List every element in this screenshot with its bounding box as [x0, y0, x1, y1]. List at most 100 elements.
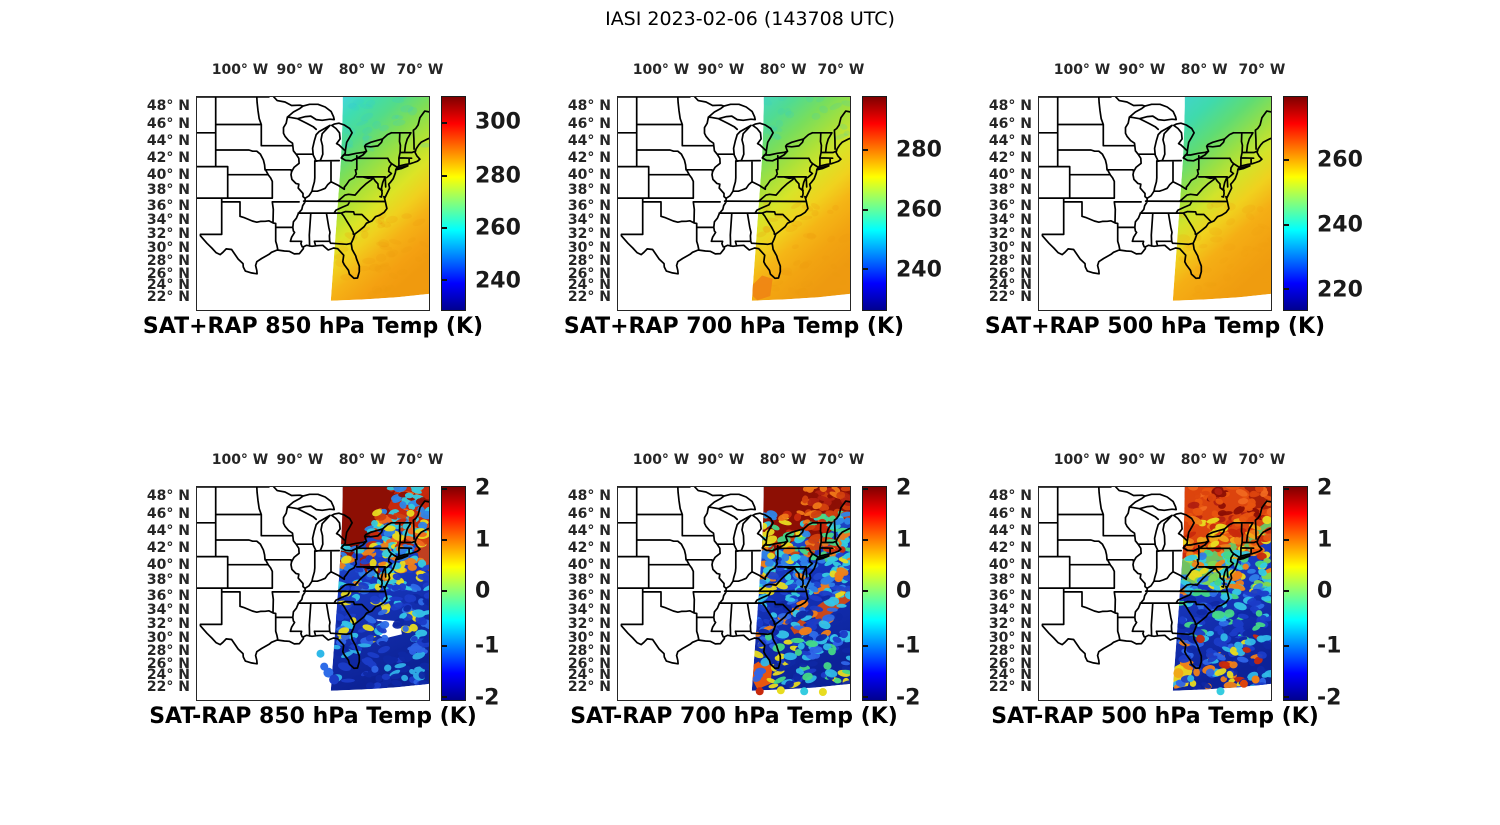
- lon-tick-label: 70° W: [1238, 62, 1286, 78]
- lat-tick-label: 40° N: [567, 166, 611, 183]
- swath-footprint-dot: [1214, 488, 1223, 496]
- swath-footprint-dot: [419, 241, 429, 248]
- swath-footprint-dot: [1219, 257, 1229, 264]
- swath-footprint-dot: [377, 216, 385, 225]
- swath-footprint-dot: [407, 237, 416, 243]
- swath-footprint-dot: [1209, 227, 1223, 236]
- swath-footprint-dot: [389, 239, 402, 245]
- swath-footprint-dot: [391, 679, 403, 687]
- swath-footprint-dot: [823, 662, 832, 670]
- swath-footprint-dot: [1187, 486, 1199, 491]
- swath-footprint-dot: [809, 605, 824, 612]
- map-plot: [617, 96, 851, 311]
- swath-footprint-dot: [836, 603, 847, 608]
- lon-tick-label: 70° W: [817, 452, 865, 468]
- lat-tick-label: 34° N: [988, 212, 1032, 229]
- swath-footprint-dot: [1199, 266, 1212, 273]
- colorbar-tick: [1284, 288, 1289, 291]
- lon-tick-label: 70° W: [396, 62, 444, 78]
- swath-footprint-dot: [785, 618, 793, 624]
- swath-footprint-dot: [1194, 284, 1203, 294]
- swath-footprint-dot: [415, 616, 427, 626]
- swath-footprint-dot: [1267, 237, 1272, 244]
- swath-footprint-dot: [376, 241, 389, 248]
- swath-footprint-dot: [1218, 661, 1231, 669]
- swath-footprint-dot: [1196, 634, 1205, 644]
- lat-tick-label: 38° N: [567, 572, 611, 589]
- swath-footprint-dot: [768, 683, 779, 689]
- swath-footprint-dot: [391, 114, 399, 120]
- swath-footprint-dot: [791, 220, 803, 227]
- swath-footprint-dot: [1196, 609, 1208, 616]
- colorbar-tick-label: 240: [1317, 212, 1363, 238]
- satellite-swath: [330, 486, 430, 691]
- lat-tick-label: 42° N: [567, 150, 611, 167]
- swath-footprint-dot: [361, 230, 369, 239]
- lon-tick-label: 90° W: [697, 452, 745, 468]
- swath-footprint-dot: [394, 115, 404, 120]
- lat-tick-label: 24° N: [988, 667, 1032, 684]
- lat-tick-label: 42° N: [988, 540, 1032, 557]
- swath-footprint-dot: [341, 678, 355, 683]
- swath-footprint-dot: [1256, 665, 1265, 674]
- swath-footprint-dot: [833, 677, 842, 684]
- swath-footprint-dot: [1262, 515, 1272, 525]
- swath-footprint-dot: [1207, 493, 1217, 502]
- panel-title: SAT+RAP 700 hPa Temp (K): [563, 314, 905, 339]
- swath-footprint-dot: [400, 105, 414, 113]
- swath-footprint-dot: [1232, 619, 1241, 628]
- swath-footprint-dot: [1231, 651, 1239, 656]
- swath-footprint-dot: [1187, 501, 1200, 509]
- swath-footprint-dot: [790, 554, 799, 562]
- colorbar-tick-label: 300: [475, 109, 521, 135]
- swath-footprint-dot: [1208, 572, 1220, 582]
- lat-tick-label: 30° N: [988, 630, 1032, 646]
- stray-footprint-dot: [800, 687, 809, 696]
- swath-footprint-dot: [1259, 562, 1268, 569]
- swath-footprint-dot: [843, 130, 851, 137]
- plot-border: [617, 96, 851, 311]
- swath-footprint-dot: [1229, 631, 1238, 637]
- swath-footprint-dot: [817, 495, 829, 502]
- swath-footprint-dot: [821, 255, 830, 261]
- swath-footprint-dot: [805, 618, 818, 625]
- swath-footprint-dot: [1234, 641, 1244, 650]
- swath-footprint-dot: [397, 96, 407, 100]
- swath-footprint-dot: [1256, 206, 1264, 213]
- swath-footprint-dot: [805, 640, 818, 648]
- colorbar-tick: [442, 590, 447, 593]
- swath-footprint-dot: [787, 598, 799, 605]
- swath-footprint-dot: [362, 135, 373, 141]
- swath-footprint-dot: [375, 219, 383, 225]
- swath-footprint-dot: [790, 637, 805, 644]
- swath-footprint-dot: [1201, 490, 1210, 496]
- swath-footprint-dot: [375, 674, 383, 682]
- swath-footprint-dot: [818, 620, 831, 630]
- colorbar-tick-label: 240: [896, 257, 942, 283]
- colorbar-tick: [863, 539, 868, 542]
- swath-footprint-dot: [1183, 531, 1197, 539]
- swath-footprint-dot: [1176, 234, 1191, 243]
- colorbar: [862, 96, 887, 311]
- lat-tick-label: 32° N: [567, 616, 611, 633]
- lat-tick-label: 36° N: [146, 197, 190, 214]
- swath-footprint-dot: [357, 226, 371, 233]
- swath-footprint-dot: [352, 98, 365, 105]
- swath-footprint-dot: [841, 551, 851, 561]
- swath-footprint-dot: [406, 509, 415, 517]
- swath-footprint-dot: [1182, 490, 1194, 499]
- swath-footprint-dot: [337, 662, 352, 672]
- lat-tick-label: 24° N: [567, 277, 611, 294]
- swath-footprint-dot: [417, 573, 430, 581]
- lat-tick-label: 34° N: [567, 212, 611, 229]
- colorbar-tick-label: 0: [1317, 578, 1333, 604]
- lat-tick-label: 48° N: [567, 98, 611, 115]
- swath-footprint-dot: [334, 253, 343, 260]
- swath-footprint-dot: [389, 272, 399, 279]
- swath-footprint-dot: [392, 573, 401, 581]
- lat-tick-label: 46° N: [988, 116, 1032, 133]
- swath-footprint-dot: [402, 625, 409, 632]
- swath-footprint-dot: [756, 231, 767, 238]
- swath-footprint-dot: [384, 664, 392, 672]
